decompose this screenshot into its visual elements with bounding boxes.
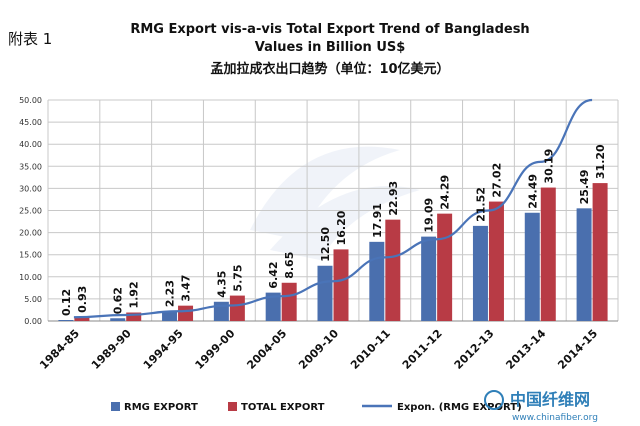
data-label: 21.52 <box>474 187 487 222</box>
bar-rmg <box>265 292 281 321</box>
x-tick-label: 1994-95 <box>141 327 186 372</box>
y-tick-label: 25.00 <box>19 207 42 216</box>
chart-title: RMG Export vis-a-vis Total Export Trend … <box>130 22 529 37</box>
data-label: 30.19 <box>542 149 555 184</box>
data-label: 22.93 <box>387 181 400 216</box>
bar-rmg <box>369 241 385 321</box>
x-tick-label: 1984-85 <box>37 327 82 372</box>
bar-rmg <box>472 225 488 321</box>
bar-total <box>437 213 453 321</box>
data-label: 2.23 <box>164 280 177 307</box>
y-tick-label: 45.00 <box>19 118 42 127</box>
data-label: 27.02 <box>490 163 503 198</box>
legend-label-total: TOTAL EXPORT <box>241 402 325 413</box>
y-tick-label: 15.00 <box>19 251 42 260</box>
bar-total <box>74 316 90 321</box>
data-label: 16.20 <box>335 210 348 245</box>
legend-swatch-total <box>228 402 237 411</box>
y-tick-label: 5.00 <box>24 295 42 304</box>
data-label: 4.35 <box>215 271 228 298</box>
trendline <box>73 98 593 319</box>
y-tick-label: 30.00 <box>19 184 42 193</box>
y-tick-label: 35.00 <box>19 162 42 171</box>
watermark: 中国纤维网 www.chinafiber.org <box>484 390 598 423</box>
y-axis: 0.00 5.00 10.00 15.00 20.00 25.00 30.00 35.00 40… <box>19 96 42 326</box>
legend-label-trend: Expon. (RMG EXPORT) <box>397 402 522 413</box>
legend-label-rmg: RMG EXPORT <box>124 402 198 413</box>
bar-total <box>592 183 608 321</box>
x-tick-label: 2012-13 <box>452 327 497 372</box>
data-label: 0.93 <box>76 286 89 313</box>
data-label: 5.75 <box>231 264 244 291</box>
watermark-text: 中国纤维网 <box>510 390 590 409</box>
bar-total <box>229 295 245 321</box>
data-label: 12.50 <box>319 227 332 262</box>
bar-total <box>488 201 504 321</box>
legend-swatch-rmg <box>111 402 120 411</box>
legend: RMG EXPORT TOTAL EXPORT Expon. (RMG EXPO… <box>111 402 522 413</box>
bar-rmg <box>110 318 126 321</box>
data-label: 3.47 <box>180 275 193 302</box>
data-label: 24.29 <box>439 175 452 210</box>
y-tick-label: 50.00 <box>19 96 42 105</box>
x-tick-label: 2013-14 <box>503 327 548 372</box>
data-label: 6.42 <box>267 261 280 288</box>
bar-total <box>126 312 142 321</box>
bar-rmg <box>524 212 540 321</box>
data-labels: 0.12 0.93 0.62 1.92 2.23 3.47 4.35 5.75 6.42 8.65… <box>60 144 607 316</box>
trendline-path <box>73 98 593 319</box>
bar-total <box>178 305 194 321</box>
watermark-url: www.chinafiber.org <box>512 413 598 423</box>
y-tick-label: 0.00 <box>24 317 42 326</box>
chart-title-cn: 孟加拉成衣出口趋势（单位：10亿美元） <box>210 61 449 77</box>
bar-total <box>333 249 349 321</box>
bar-rmg <box>576 208 592 321</box>
x-tick-label: 1989-90 <box>89 327 134 372</box>
grid <box>47 99 619 322</box>
y-tick-label: 10.00 <box>19 273 42 282</box>
chart-subtitle: Values in Billion US$ <box>255 40 406 55</box>
bar-total <box>540 187 556 321</box>
data-label: 0.62 <box>112 287 125 314</box>
data-label: 19.09 <box>423 198 436 233</box>
data-label: 8.65 <box>283 252 296 279</box>
data-label: 17.91 <box>371 203 384 238</box>
bars <box>58 183 608 321</box>
x-tick-label: 2014-15 <box>555 327 600 372</box>
bar-rmg <box>317 265 333 321</box>
watermark-logo-icon <box>484 390 504 410</box>
x-tick-label: 2010-11 <box>348 327 393 372</box>
corner-label: 附表 1 <box>8 30 52 48</box>
x-axis: 1984-85 1989-90 1994-95 1999-00 2004-05 2009-… <box>37 327 600 372</box>
data-label: 24.49 <box>526 174 539 209</box>
bar-total <box>281 282 297 321</box>
x-tick-label: 1999-00 <box>193 327 238 372</box>
data-label: 25.49 <box>578 170 591 205</box>
bar-rmg <box>162 311 178 321</box>
data-label: 1.92 <box>128 281 141 308</box>
bar-total <box>385 219 401 321</box>
bar-rmg <box>58 320 74 321</box>
bar-rmg <box>421 236 437 321</box>
x-tick-label: 2009-10 <box>296 327 341 372</box>
y-tick-label: 20.00 <box>19 229 42 238</box>
data-label: 0.12 <box>60 289 73 316</box>
x-tick-label: 2011-12 <box>400 327 445 372</box>
x-tick-label: 2004-05 <box>244 327 289 372</box>
data-label: 31.20 <box>594 144 607 179</box>
y-tick-label: 40.00 <box>19 140 42 149</box>
